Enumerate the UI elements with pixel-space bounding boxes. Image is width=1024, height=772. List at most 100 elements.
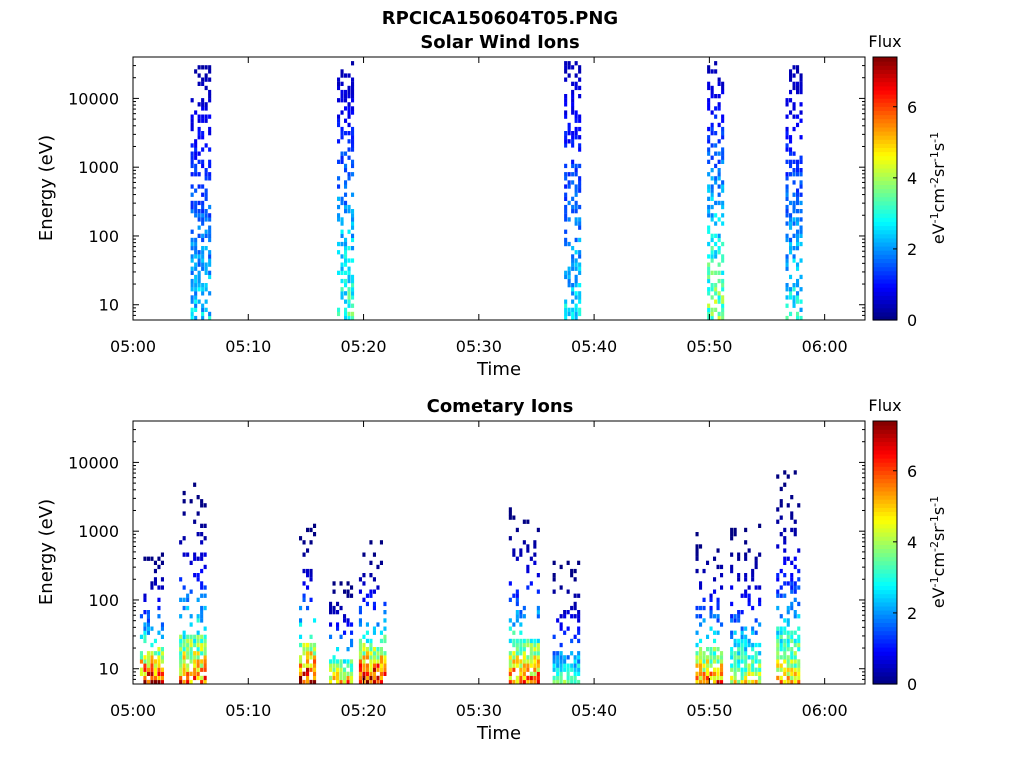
colorbar-segment [873, 221, 897, 227]
heatmap-cell [799, 77, 803, 82]
colorbar-segment [873, 139, 897, 144]
heatmap-cell [707, 287, 711, 292]
heatmap-cell [714, 94, 718, 99]
heatmap-cell [351, 233, 355, 238]
heatmap-cell [702, 675, 706, 681]
heatmap-cell [358, 610, 362, 615]
heatmap-cell [340, 135, 344, 140]
colorbar-segment [873, 671, 897, 677]
heatmap-cell [365, 663, 369, 668]
heatmap-cell [792, 159, 796, 164]
colorbar-segment [873, 421, 897, 426]
heatmap-cell [197, 209, 201, 214]
colorbar-segment [873, 57, 897, 62]
colorbar-segment [873, 307, 897, 313]
heatmap-cell [358, 679, 362, 685]
colorbar-segment [873, 532, 897, 537]
heatmap-cell [564, 65, 568, 70]
heatmap-cell [313, 659, 317, 664]
heatmap-cell [204, 217, 208, 222]
heatmap-cell [347, 278, 351, 284]
heatmap-cell [351, 89, 355, 95]
heatmap-cell [730, 655, 734, 660]
heatmap-cell [744, 675, 748, 681]
heatmap-cell [383, 671, 387, 676]
heatmap-cell [208, 77, 212, 82]
heatmap-cell [717, 250, 721, 255]
colorbar-segment [873, 118, 897, 124]
heatmap-cell [578, 291, 582, 296]
heatmap-cell [793, 470, 797, 475]
heatmap-cell [379, 638, 383, 644]
heatmap-cell [153, 581, 157, 586]
heatmap-cell [533, 647, 537, 652]
heatmap-cell [365, 667, 369, 672]
heatmap-cell [194, 151, 198, 156]
heatmap-cell [733, 663, 737, 668]
heatmap-cell [150, 581, 154, 586]
colorbar-segment [873, 675, 897, 681]
heatmap-cell [376, 667, 380, 672]
plot-frame [132, 420, 866, 685]
heatmap-cell [306, 548, 310, 553]
heatmap-cell [160, 634, 164, 639]
heatmap-cell [758, 597, 762, 602]
heatmap-cell [203, 647, 207, 652]
heatmap-cell [578, 221, 582, 226]
heatmap-cell [536, 638, 540, 644]
heatmap-cell [754, 642, 758, 648]
colorbar-segment [873, 536, 897, 541]
heatmap-cell [336, 610, 340, 615]
heatmap-cell [197, 200, 201, 206]
heatmap-cell [512, 552, 516, 557]
heatmap-cell [512, 679, 516, 685]
unit-s-exp: -1 [928, 132, 941, 143]
heatmap-cell [790, 679, 794, 685]
heatmap-cell [744, 638, 748, 644]
heatmap-cell [710, 258, 714, 263]
heatmap-cell [372, 663, 376, 668]
heatmap-cell [776, 573, 780, 578]
heatmap-cell [707, 65, 711, 70]
heatmap-cell [358, 642, 362, 648]
heatmap-cell [533, 679, 537, 685]
heatmap-cell [695, 659, 699, 664]
heatmap-cell [200, 556, 204, 561]
heatmap-cell [716, 667, 720, 672]
heatmap-cell [720, 679, 724, 685]
heatmap-cell [533, 552, 537, 557]
heatmap-cell [796, 295, 800, 300]
heatmap-cell [790, 577, 794, 582]
heatmap-cell [710, 295, 714, 300]
heatmap-cell [340, 262, 344, 267]
heatmap-cell [571, 110, 575, 115]
heatmap-cell [197, 131, 201, 136]
heatmap-cell [710, 69, 714, 74]
heatmap-cell [376, 679, 380, 685]
heatmap-cell [789, 163, 793, 169]
heatmap-cell [204, 299, 208, 304]
heatmap-cell [150, 655, 154, 660]
heatmap-cell [713, 651, 717, 656]
heatmap-cell [786, 679, 790, 685]
heatmap-cell [193, 573, 197, 578]
heatmap-cell [567, 200, 571, 206]
heatmap-cell [529, 659, 533, 664]
heatmap-cell [747, 593, 751, 598]
heatmap-cell [792, 114, 796, 119]
heatmap-cell [556, 671, 560, 676]
heatmap-cell [790, 655, 794, 660]
heatmap-cell [710, 110, 714, 115]
heatmap-cell [710, 307, 714, 312]
heatmap-cell [714, 283, 718, 288]
heatmap-cell [194, 241, 198, 247]
heatmap-cell [786, 474, 790, 479]
heatmap-cell [204, 73, 208, 78]
heatmap-cell [201, 266, 205, 271]
heatmap-cell [570, 614, 574, 619]
heatmap-cell [699, 614, 703, 619]
heatmap-cell [383, 626, 387, 631]
heatmap-cell [707, 307, 711, 312]
heatmap-cell [785, 295, 789, 300]
